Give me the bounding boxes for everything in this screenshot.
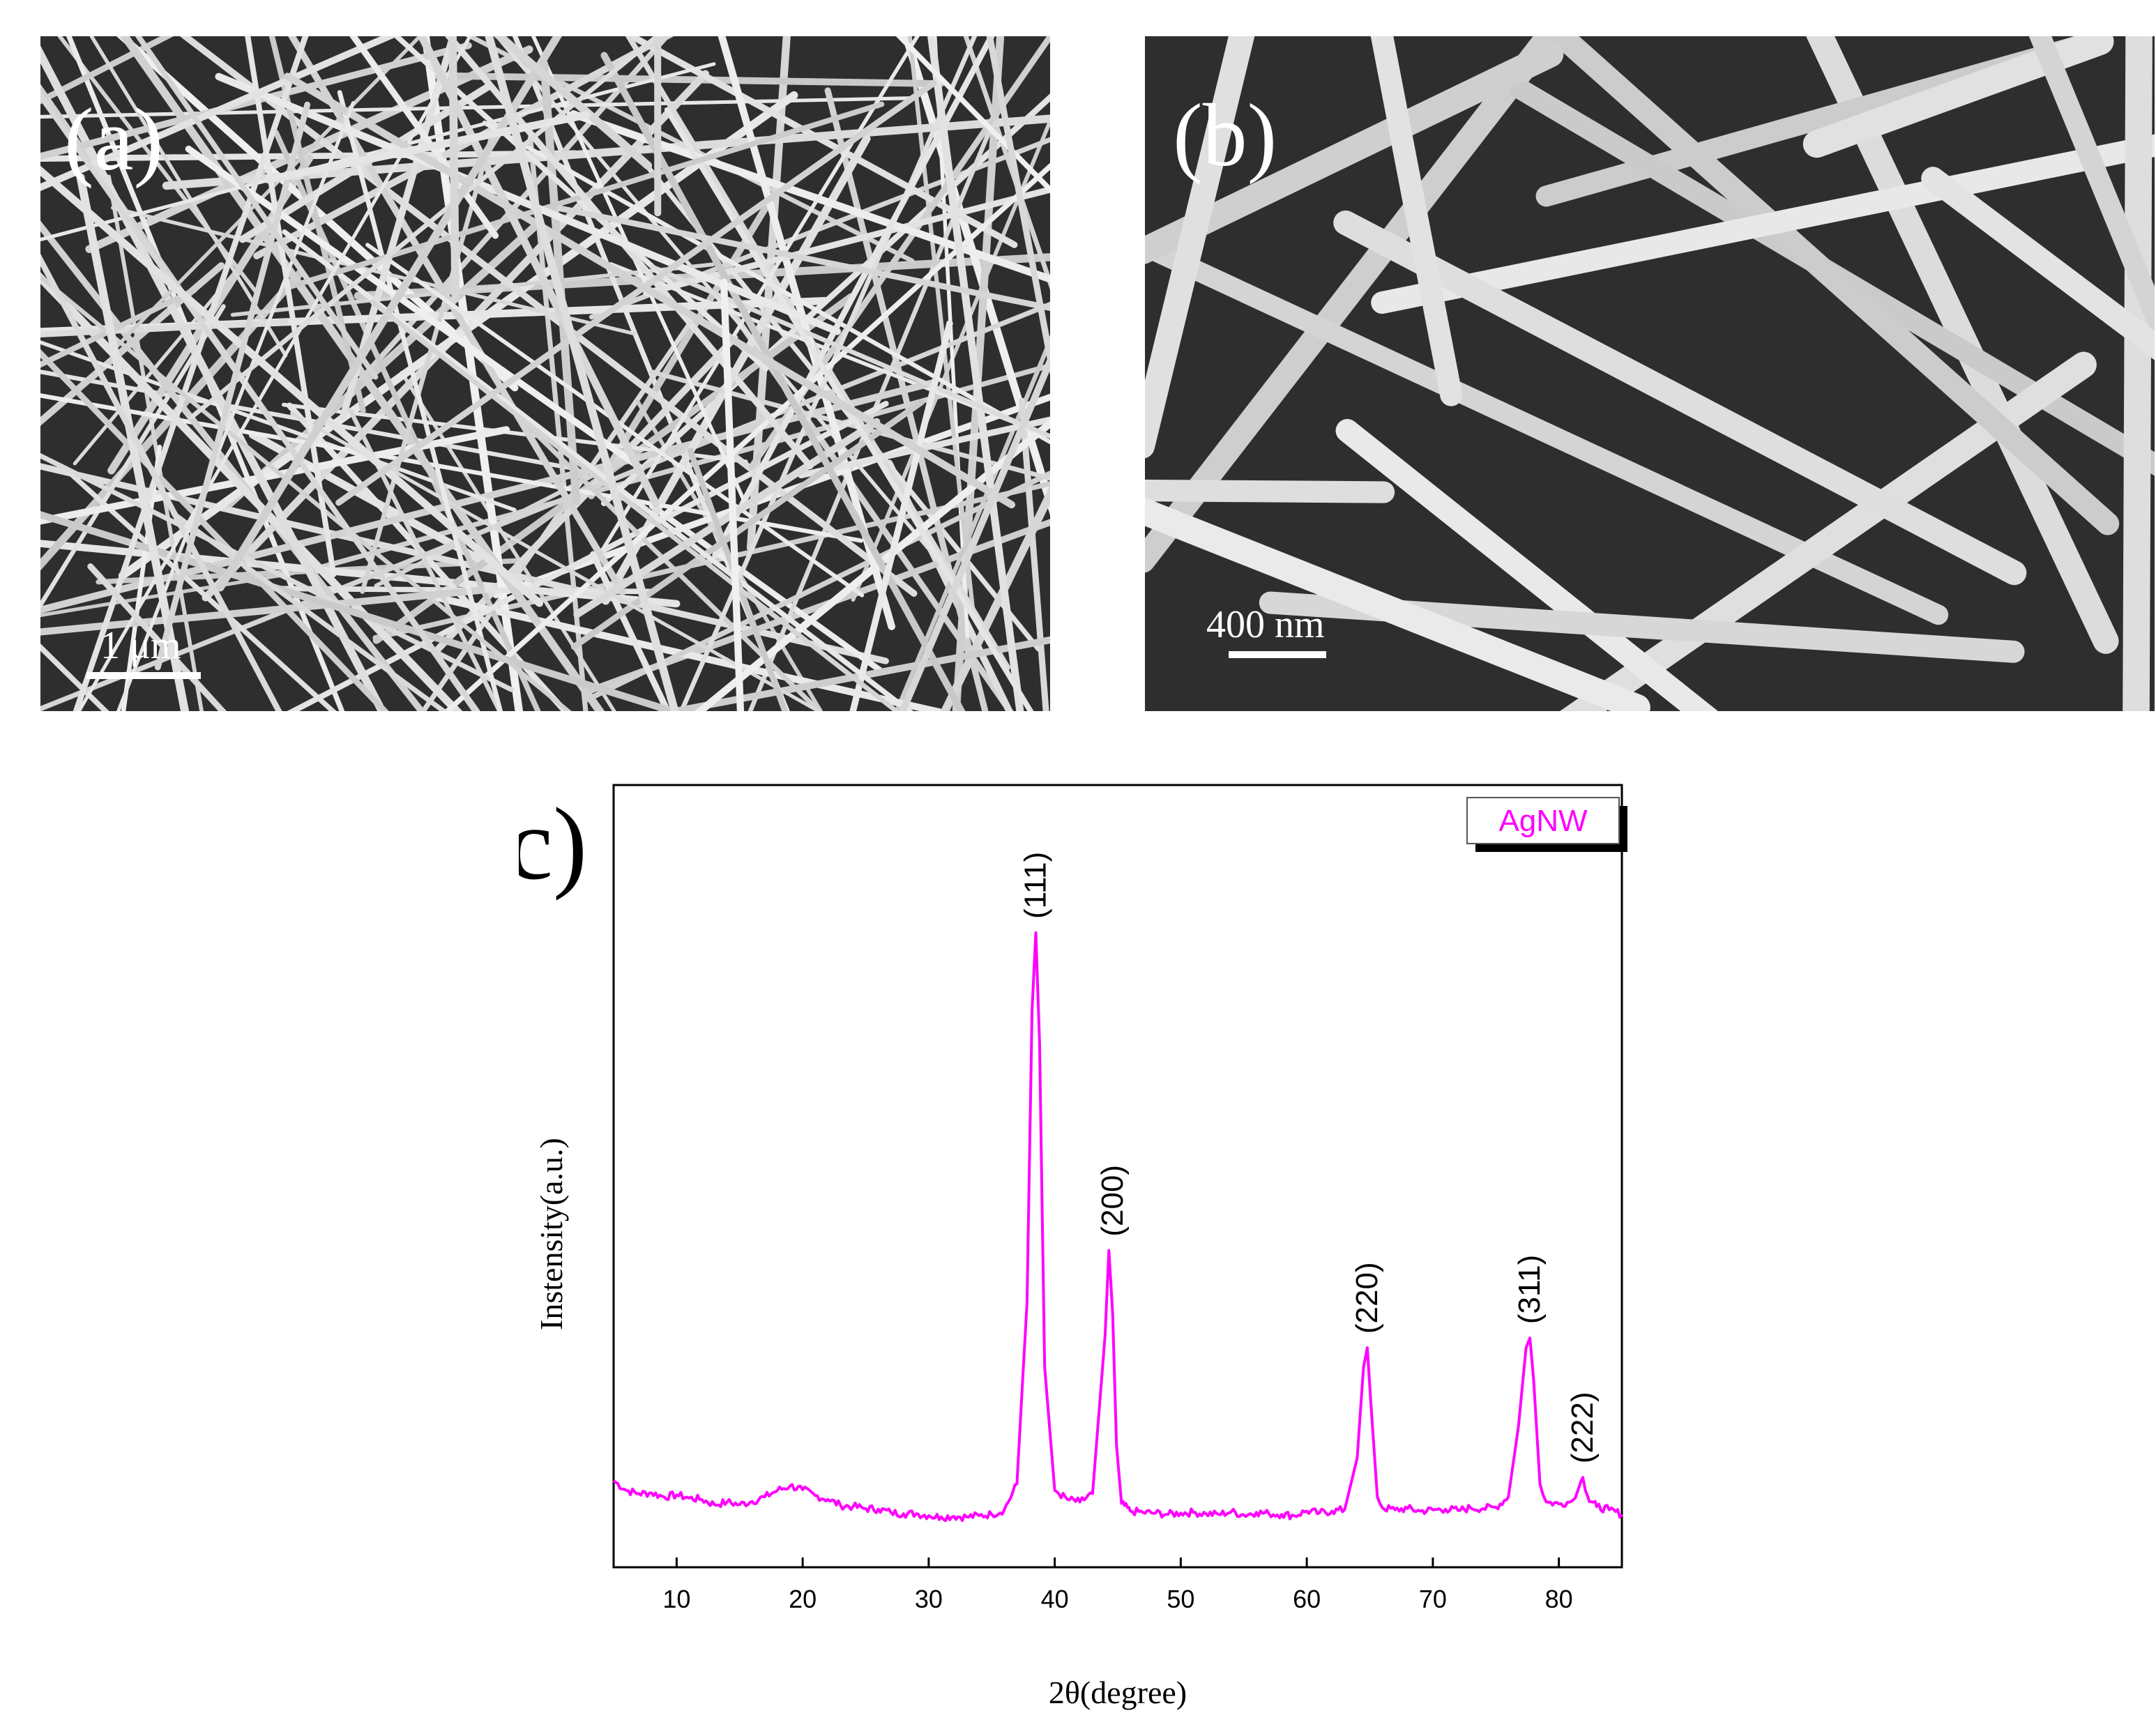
peak-label: (311): [1512, 1255, 1547, 1324]
x-axis-label: 2θ(degree): [1049, 1675, 1187, 1710]
legend: AgNW: [1467, 798, 1627, 852]
scale-bar-label-a: 1 μm: [100, 626, 181, 665]
scale-bar-b: [1229, 651, 1326, 658]
nanowire: [432, 75, 941, 84]
peak-label: (111): [1019, 852, 1053, 919]
sem-image-b: (b) 400 nm: [1145, 36, 2155, 711]
x-tick-label: 50: [1167, 1585, 1194, 1613]
x-tick-label: 80: [1545, 1585, 1573, 1613]
legend-entry-agnw: AgNW: [1498, 804, 1588, 838]
x-tick-label: 40: [1041, 1585, 1069, 1613]
nanowire: [1347, 431, 1807, 711]
xrd-chart: (c) 2θ(degree) Instensity(a.u.) 10 20 30 40…: [519, 753, 1669, 1729]
scale-bar-label-b: 400 nm: [1206, 605, 1325, 644]
peak-label: (220): [1350, 1262, 1384, 1334]
nanowire: [453, 36, 456, 298]
sem-image-a: (a) 1 μm: [40, 36, 1050, 711]
nanowire: [2136, 36, 2141, 711]
xrd-chart-svg: (c) 2θ(degree) Instensity(a.u.) 10 20 30 40…: [519, 753, 1669, 1729]
x-tick-label: 60: [1293, 1585, 1321, 1613]
x-tick-label: 20: [789, 1585, 817, 1613]
panel-label-b: (b): [1173, 91, 1277, 180]
scale-bar-a: [86, 672, 201, 679]
peak-label: (222): [1565, 1392, 1600, 1463]
nanowire-image-a: [40, 36, 1050, 711]
y-axis-label: Instensity(a.u.): [533, 1138, 569, 1330]
x-tick-label: 30: [915, 1585, 943, 1613]
panel-label-a: (a): [64, 95, 163, 184]
x-tick-label: 10: [662, 1585, 690, 1613]
x-tick-label: 70: [1419, 1585, 1447, 1613]
nanowire: [1145, 489, 1384, 492]
peak-label: (200): [1095, 1165, 1130, 1237]
panel-label-c: (c): [519, 787, 587, 901]
